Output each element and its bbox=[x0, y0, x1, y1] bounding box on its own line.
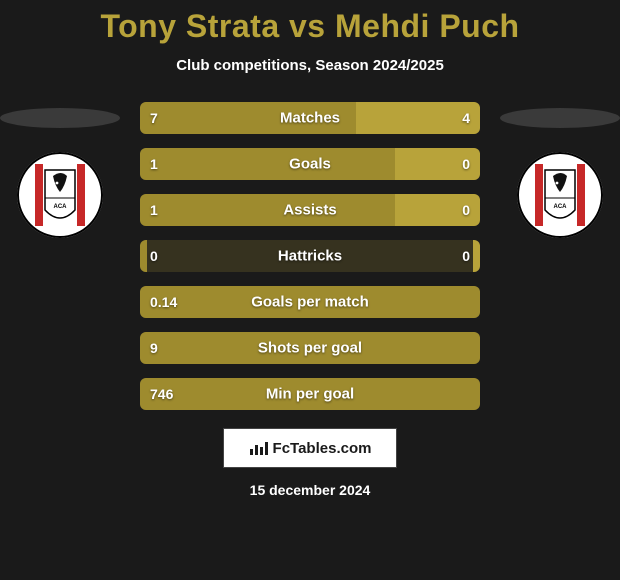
svg-text:ACA: ACA bbox=[554, 204, 568, 210]
stat-label: Min per goal bbox=[266, 386, 354, 403]
stat-row: 1 0 Assists bbox=[140, 194, 480, 226]
footer-brand-text: FcTables.com bbox=[273, 440, 372, 457]
stat-value-left: 0.14 bbox=[150, 294, 177, 310]
stat-row: 7 4 Matches bbox=[140, 102, 480, 134]
stat-bar-left bbox=[140, 194, 395, 226]
subtitle: Club competitions, Season 2024/2025 bbox=[0, 57, 620, 74]
stat-label: Goals bbox=[289, 156, 331, 173]
player-right-club-badge: ACA bbox=[517, 152, 603, 238]
stats-list: 7 4 Matches 1 0 Goals 1 0 Assists 0 0 Hattricks 0.14… bbox=[140, 102, 480, 410]
stat-label: Hattricks bbox=[278, 248, 342, 265]
stat-value-right: 0 bbox=[462, 156, 470, 172]
stat-row: 1 0 Goals bbox=[140, 148, 480, 180]
stat-row: 0 0 Hattricks bbox=[140, 240, 480, 272]
stat-label: Matches bbox=[280, 110, 340, 127]
footer-brand: FcTables.com bbox=[223, 428, 397, 468]
page-title: Tony Strata vs Mehdi Puch bbox=[0, 8, 620, 45]
stat-bar-left bbox=[140, 240, 147, 272]
main-area: ACA ACA 7 4 Matches 1 0 Goals 1 0 Assists 0 0 Hattr… bbox=[0, 102, 620, 410]
stat-row: 746 Min per goal bbox=[140, 378, 480, 410]
stat-value-left: 746 bbox=[150, 386, 173, 402]
stat-bar-right bbox=[473, 240, 480, 272]
stat-value-left: 9 bbox=[150, 340, 158, 356]
stat-bar-left bbox=[140, 148, 395, 180]
stat-value-left: 7 bbox=[150, 110, 158, 126]
stat-row: 9 Shots per goal bbox=[140, 332, 480, 364]
stat-label: Shots per goal bbox=[258, 340, 362, 357]
player-right-silhouette bbox=[500, 108, 620, 128]
stat-label: Assists bbox=[283, 202, 336, 219]
svg-text:ACA: ACA bbox=[54, 204, 68, 210]
comparison-card: Tony Strata vs Mehdi Puch Club competiti… bbox=[0, 0, 620, 580]
stat-value-right: 0 bbox=[462, 202, 470, 218]
stat-row: 0.14 Goals per match bbox=[140, 286, 480, 318]
stat-value-right: 4 bbox=[462, 110, 470, 126]
date-text: 15 december 2024 bbox=[0, 482, 620, 498]
stat-value-left: 1 bbox=[150, 202, 158, 218]
chart-icon bbox=[249, 440, 269, 456]
stat-value-left: 0 bbox=[150, 248, 158, 264]
stat-value-left: 1 bbox=[150, 156, 158, 172]
stat-value-right: 0 bbox=[462, 248, 470, 264]
club-badge-icon: ACA bbox=[17, 152, 103, 238]
player-left-club-badge: ACA bbox=[17, 152, 103, 238]
club-badge-icon: ACA bbox=[517, 152, 603, 238]
player-right-slot: ACA bbox=[500, 102, 620, 238]
player-left-silhouette bbox=[0, 108, 120, 128]
player-left-slot: ACA bbox=[0, 102, 120, 238]
stat-label: Goals per match bbox=[251, 294, 369, 311]
